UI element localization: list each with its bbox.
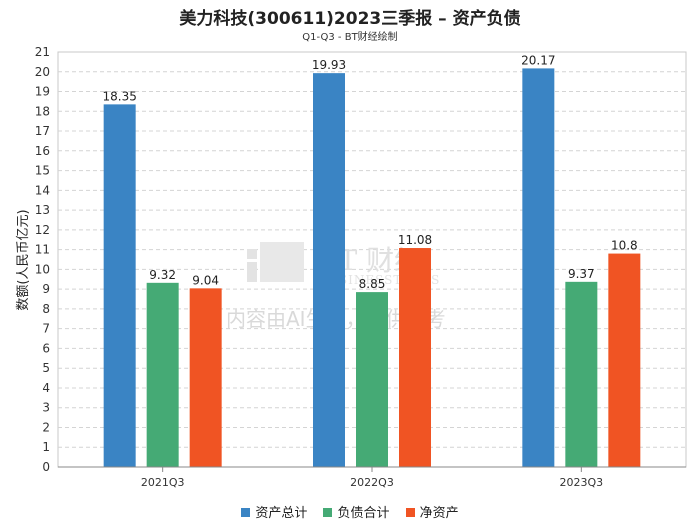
y-tick-label: 20	[35, 65, 50, 79]
data-labels: 18.35 9.32 9.04 19.93 8.85 11.08 20.17 9.37 10.8	[102, 53, 637, 291]
bar-value-label: 8.85	[359, 277, 386, 291]
y-tick-label: 14	[35, 183, 50, 197]
y-tick-label: 6	[42, 341, 50, 355]
y-tick-label: 0	[42, 460, 50, 474]
chart-title: 美力科技(300611)2023三季报 – 资产负债	[179, 9, 521, 29]
bar	[146, 282, 179, 467]
legend-label: 净资产	[419, 506, 459, 521]
bar-value-label: 9.37	[568, 267, 595, 281]
legend: 资产总计 负债合计 净资产	[0, 502, 700, 521]
x-tick-label: 2022Q3	[350, 476, 394, 489]
y-tick-label: 10	[35, 262, 50, 276]
x-tick-label: 2021Q3	[141, 476, 185, 489]
y-axis-label: 数额(人民币亿元)	[16, 209, 31, 310]
legend-swatch	[323, 508, 333, 517]
legend-item-net-assets: 净资产	[405, 502, 459, 521]
legend-swatch	[241, 508, 251, 517]
bar-value-label: 9.32	[149, 268, 176, 282]
y-tick-label: 15	[35, 164, 50, 178]
y-tick-label: 11	[35, 243, 50, 257]
y-tick-label: 5	[42, 361, 50, 375]
bar-value-label: 19.93	[312, 58, 346, 72]
y-tick-label: 18	[35, 104, 50, 118]
y-tick-label: 9	[42, 282, 50, 296]
y-tick-label: 17	[35, 124, 50, 138]
bar-value-label: 9.04	[192, 273, 219, 287]
bar-value-label: 11.08	[398, 233, 432, 247]
axes: 01234567891011121314151617181920212021Q3…	[35, 45, 686, 489]
legend-label: 负债合计	[337, 506, 390, 521]
bar-chart: BT 财经 BUSINESSTIMES 内容由AI生成，仅供参考 18.359.…	[16, 45, 687, 489]
bar	[608, 253, 641, 467]
y-tick-label: 2	[42, 420, 50, 434]
bt-logo-icon	[247, 242, 304, 282]
bar	[399, 248, 431, 467]
y-tick-label: 16	[35, 144, 50, 158]
y-tick-label: 13	[35, 203, 50, 217]
bar-value-label: 18.35	[102, 89, 136, 103]
legend-label: 资产总计	[255, 506, 308, 521]
y-tick-label: 8	[42, 302, 50, 316]
bar	[522, 68, 555, 468]
y-tick-label: 12	[35, 223, 50, 237]
y-tick-label: 4	[42, 381, 50, 395]
bar	[565, 281, 598, 467]
y-tick-label: 7	[42, 322, 50, 336]
bars	[103, 68, 641, 468]
y-tick-label: 21	[35, 45, 50, 59]
bar	[189, 288, 222, 467]
chart-subtitle: Q1-Q3 - BT财经绘制	[302, 32, 398, 43]
y-tick-label: 3	[42, 401, 50, 415]
bar	[356, 292, 388, 467]
bar-value-label: 10.8	[611, 239, 638, 253]
bar-value-label: 20.17	[521, 53, 555, 67]
y-tick-label: 1	[42, 440, 50, 454]
y-tick-label: 19	[35, 85, 50, 99]
bar	[103, 104, 136, 467]
x-tick-label: 2023Q3	[560, 476, 604, 489]
legend-swatch	[405, 508, 415, 517]
bar	[313, 73, 345, 468]
legend-item-assets: 资产总计	[241, 502, 307, 521]
legend-item-liabilities: 负债合计	[323, 502, 390, 521]
